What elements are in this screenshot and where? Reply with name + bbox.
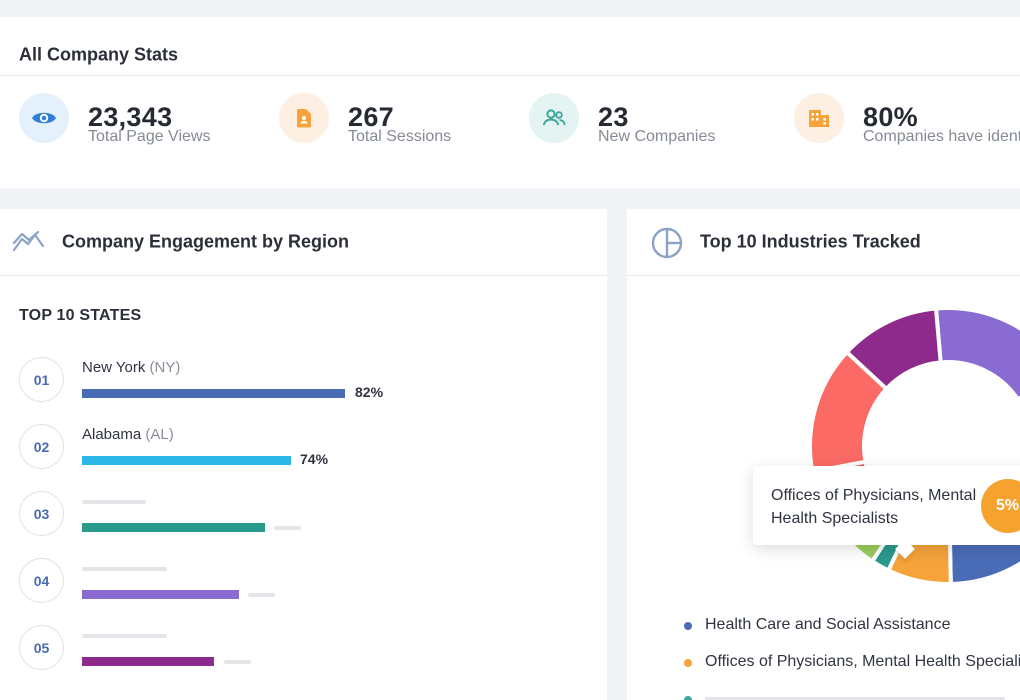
stat-label: Total Page Views [88, 128, 211, 145]
industry-donut-chart [810, 306, 1020, 587]
region-divider [0, 275, 607, 276]
state-rank: 04 [19, 558, 64, 603]
stat-value: 23,343 [88, 102, 173, 132]
state-bar [82, 657, 214, 666]
industry-divider [627, 275, 1020, 276]
legend-item [684, 690, 1020, 700]
pie-chart-icon [651, 227, 683, 264]
legend-label: Offices of Physicians, Mental Health Spe… [705, 653, 1020, 670]
state-bar [82, 523, 265, 532]
region-title: Company Engagement by Region [62, 231, 350, 252]
state-name-placeholder [82, 567, 167, 571]
stats-title: All Company Stats [19, 44, 179, 65]
donut-segment[interactable] [1015, 369, 1020, 409]
building-icon [794, 93, 844, 143]
donut-segment[interactable] [933, 306, 1020, 403]
stat-value: 267 [348, 102, 394, 132]
state-name-label: New York (NY) [82, 359, 180, 376]
state-bar [82, 389, 345, 398]
state-rank: 03 [19, 491, 64, 536]
chart-tooltip: Offices of Physicians, Mental Health Spe… [753, 466, 1020, 559]
legend-item: Offices of Physicians, Mental Health Spe… [684, 653, 1020, 673]
top-states-heading: TOP 10 STATES [19, 307, 142, 324]
eye-icon [19, 93, 69, 143]
region-card: Company Engagement by Region TOP 10 STAT… [0, 209, 607, 700]
industry-title: Top 10 Industries Tracked [700, 231, 921, 252]
stat-value: 23 [598, 102, 629, 132]
state-rank: 05 [19, 625, 64, 670]
tooltip-text: Offices of Physicians, Mental Health Spe… [771, 487, 977, 527]
state-rank: 01 [19, 357, 64, 402]
state-name-placeholder [82, 634, 167, 638]
state-bar [82, 456, 291, 465]
state-name-placeholder [82, 500, 146, 504]
state-rank: 02 [19, 424, 64, 469]
state-code: (AL) [145, 426, 174, 443]
stat-label: Companies have identified [863, 128, 1020, 145]
legend-label-placeholder [705, 697, 1005, 700]
state-percent: 74% [300, 451, 329, 467]
stats-card: All Company Stats [0, 17, 1020, 188]
stats-divider [0, 75, 1020, 76]
donut-segment[interactable] [844, 306, 943, 392]
stat-identified: 80% Companies have identified [794, 0, 1020, 171]
tooltip-percent-badge: 5% [981, 479, 1020, 533]
legend-dot [684, 696, 692, 700]
state-code: (NY) [149, 359, 181, 376]
state-name-label: Alabama (AL) [82, 426, 174, 443]
users-icon [529, 93, 579, 143]
legend-item: Health Care and Social Assistance [684, 616, 1020, 636]
state-percent-placeholder [224, 660, 251, 664]
stat-value: 80% [863, 102, 918, 132]
legend-dot [684, 659, 692, 667]
legend-dot [684, 622, 692, 630]
document-icon [279, 93, 329, 143]
stat-label: New Companies [598, 128, 716, 145]
stat-label: Total Sessions [348, 128, 452, 145]
state-percent-placeholder [248, 593, 275, 597]
state-name: Alabama [82, 426, 142, 443]
state-percent-placeholder [274, 526, 301, 530]
trend-line-icon [12, 230, 45, 257]
legend-label: Health Care and Social Assistance [705, 616, 951, 633]
state-percent: 82% [355, 384, 384, 400]
state-name: New York [82, 359, 146, 376]
state-bar [82, 590, 239, 599]
